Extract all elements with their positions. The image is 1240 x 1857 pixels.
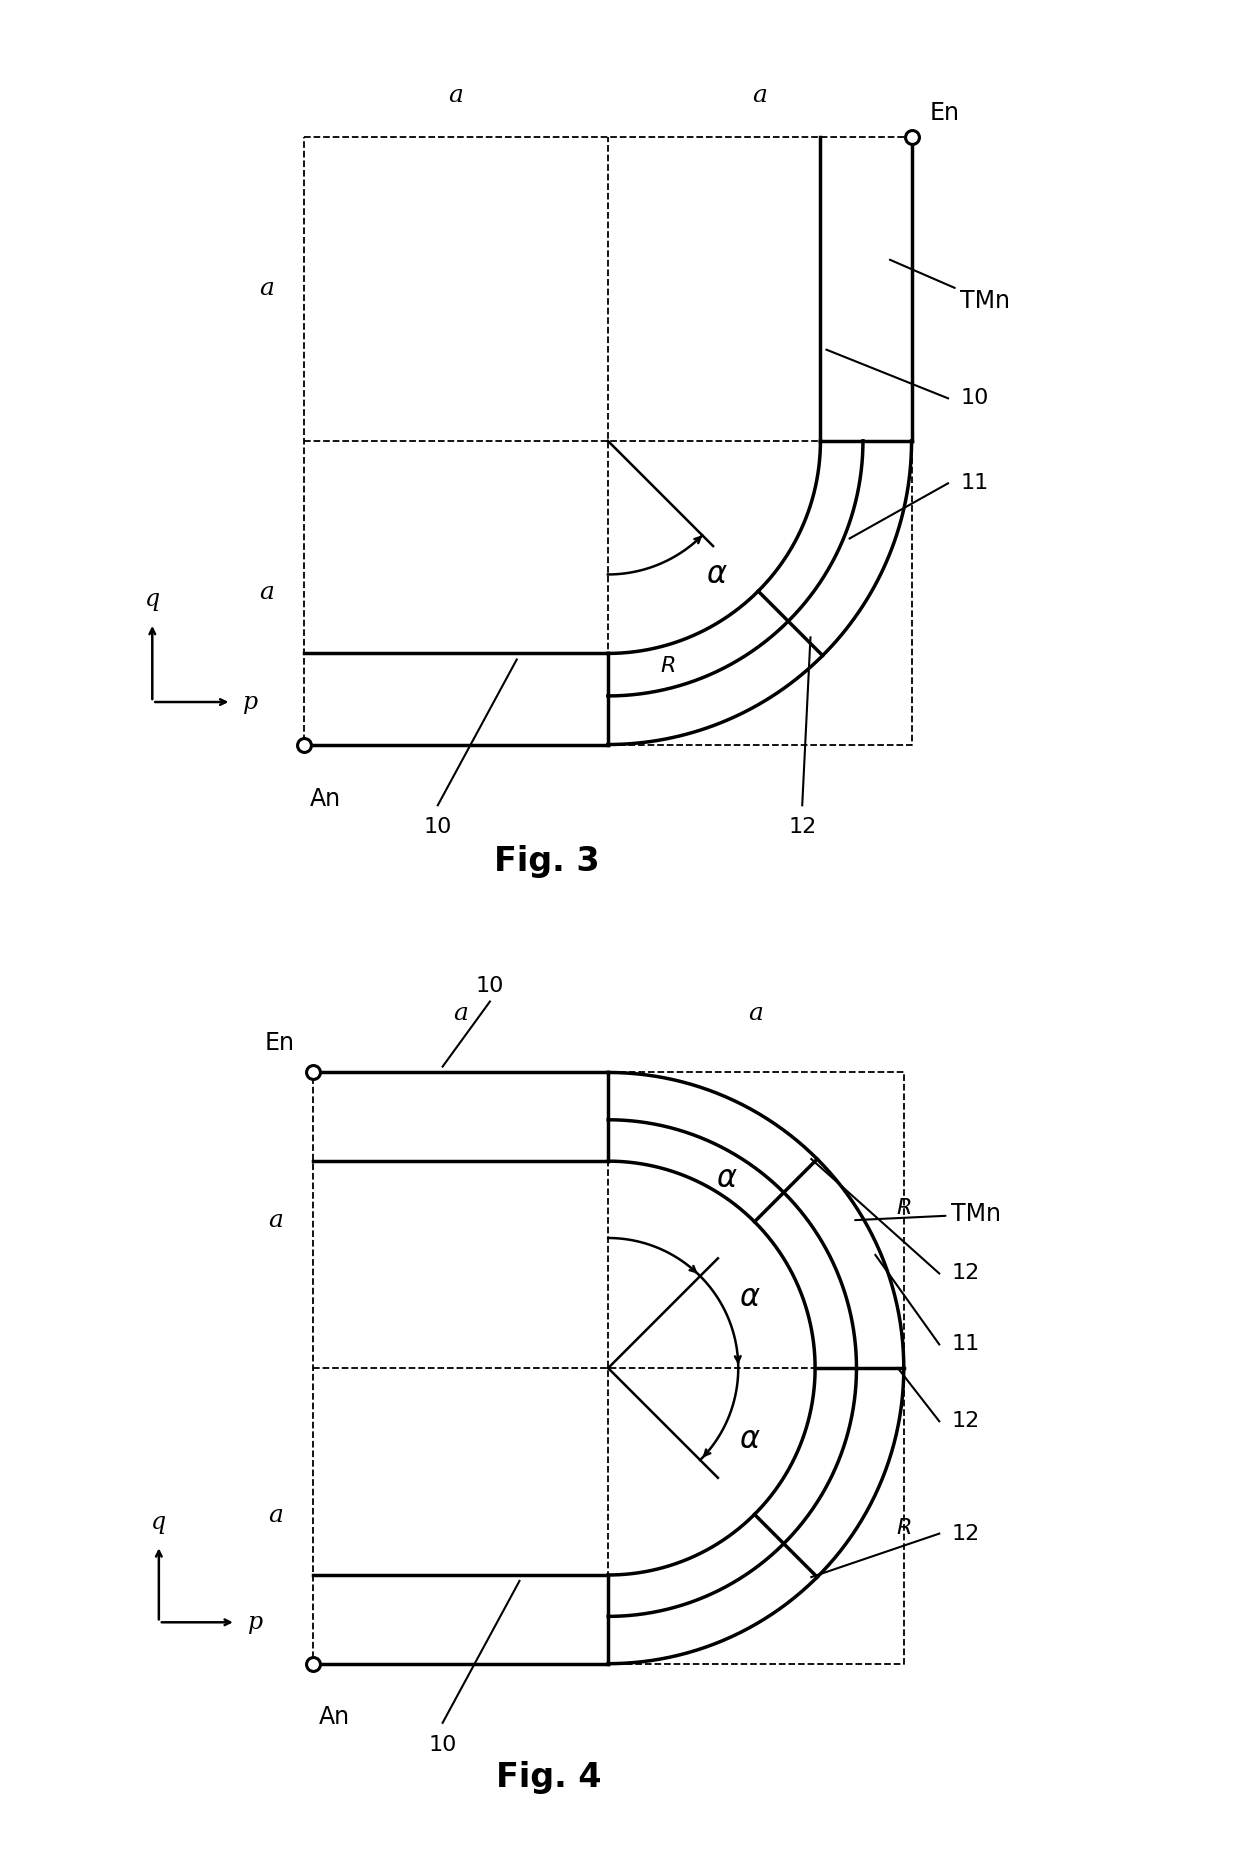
Text: q: q (145, 589, 160, 611)
Text: 11: 11 (951, 1335, 980, 1354)
Text: 10: 10 (960, 388, 988, 409)
Text: An: An (319, 1705, 350, 1729)
Text: 11: 11 (960, 474, 988, 494)
Text: An: An (310, 787, 341, 812)
Text: 12: 12 (951, 1263, 980, 1283)
Text: a: a (259, 581, 274, 604)
Text: En: En (930, 100, 960, 124)
Text: 10: 10 (429, 1734, 456, 1755)
Text: Fig. 3: Fig. 3 (495, 845, 600, 878)
Text: 10: 10 (424, 817, 451, 838)
Text: Fig. 4: Fig. 4 (496, 1760, 601, 1794)
Text: TMn: TMn (856, 1201, 1001, 1226)
Text: $\alpha$: $\alpha$ (739, 1424, 761, 1454)
Text: a: a (268, 1209, 283, 1231)
Text: R: R (661, 656, 676, 676)
Text: a: a (753, 84, 768, 106)
Text: a: a (453, 1003, 467, 1025)
Text: a: a (449, 84, 464, 106)
Text: 12: 12 (951, 1523, 980, 1543)
Text: R: R (897, 1198, 911, 1218)
Text: R: R (897, 1517, 911, 1538)
Text: En: En (265, 1031, 295, 1055)
Text: TMn: TMn (890, 260, 1011, 314)
Text: $\alpha$: $\alpha$ (707, 559, 728, 591)
Text: a: a (268, 1504, 283, 1526)
Text: $\alpha$: $\alpha$ (715, 1162, 738, 1194)
Text: $\alpha$: $\alpha$ (739, 1281, 761, 1313)
Text: a: a (259, 277, 274, 301)
Text: 10: 10 (476, 975, 505, 995)
Text: 12: 12 (789, 817, 816, 838)
Text: p: p (243, 691, 258, 713)
Text: q: q (151, 1510, 166, 1534)
Text: 12: 12 (951, 1411, 980, 1432)
Text: a: a (749, 1003, 764, 1025)
Text: p: p (248, 1610, 263, 1634)
